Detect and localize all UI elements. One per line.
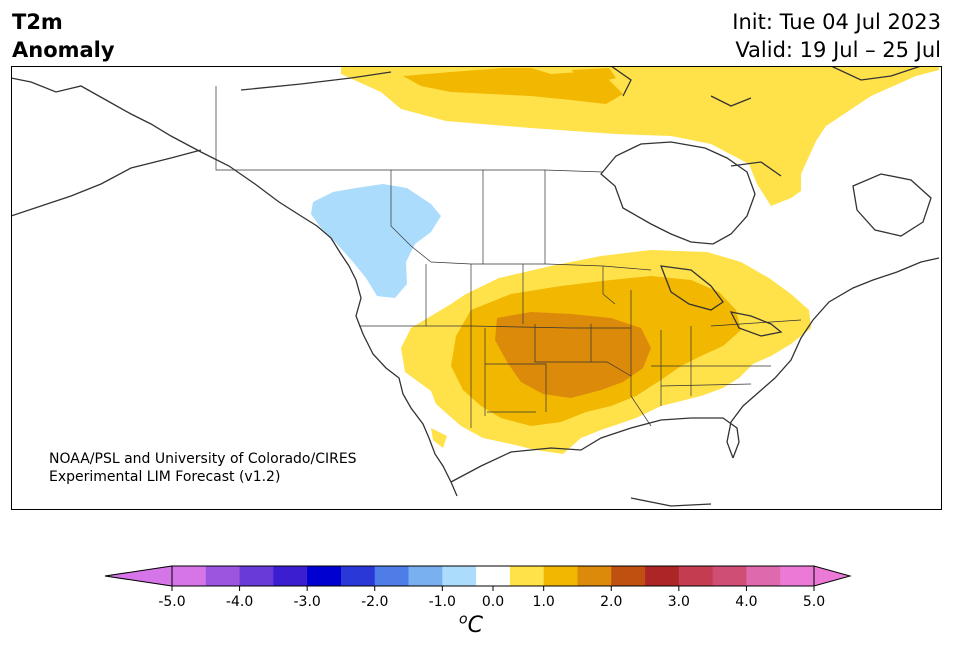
- colorbar-bin: [780, 566, 815, 586]
- init-date: Init: Tue 04 Jul 2023: [732, 10, 941, 34]
- colorbar-under-arrow: [104, 565, 173, 587]
- colorbar-bin: [577, 566, 612, 586]
- map-frame: [11, 66, 942, 510]
- colorbar-bin: [273, 566, 308, 586]
- colorbar-tick-label: 4.0: [735, 594, 757, 610]
- forecast-dates: Init: Tue 04 Jul 2023 Valid: 19 Jul – 25…: [732, 8, 941, 64]
- colorbar-tick-label: 2.0: [600, 594, 622, 610]
- colorbar-bin: [374, 566, 410, 586]
- anomaly-map: [11, 66, 942, 510]
- gulf-warm-patch: [431, 428, 447, 448]
- coastlines: [11, 66, 940, 507]
- colorbar-tick-label: 3.0: [668, 594, 690, 610]
- colorbar-tick-label: 1.0: [533, 594, 555, 610]
- us-warm-core: [495, 312, 651, 398]
- colorbar-bin: [712, 566, 747, 586]
- colorbar-tick-label: -5.0: [158, 594, 185, 610]
- colorbar-bin: [746, 566, 781, 586]
- arctic-warm-core-2: [571, 68, 616, 82]
- colorbar: -5.0 -4.0 -3.0 -2.0 -1.0 0.0 1.0 2.0 3.0 4.0 5.0: [104, 565, 852, 610]
- valid-dates: Valid: 19 Jul – 25 Jul: [735, 38, 941, 62]
- colorbar-units: oC: [459, 612, 483, 638]
- colorbar-bin: [408, 566, 443, 586]
- variable-name: T2m: [12, 10, 63, 34]
- map-credit: NOAA/PSL and University of Colorado/CIRE…: [49, 450, 357, 486]
- colorbar-bin: [172, 566, 207, 586]
- colorbar-bin: [611, 566, 646, 586]
- colorbar-bin: [509, 566, 545, 586]
- colorbar-bin: [307, 566, 342, 586]
- colorbar-over-arrow: [813, 565, 852, 587]
- credit-line-2: Experimental LIM Forecast (v1.2): [49, 469, 281, 485]
- units-letter: C: [467, 613, 483, 639]
- map-title: T2m Anomaly: [12, 8, 115, 64]
- units-degree: o: [459, 612, 468, 628]
- political-borders: [215, 86, 802, 428]
- colorbar-bin: [543, 566, 578, 586]
- colorbar-tick-label: 0.0: [482, 594, 504, 610]
- colorbar-tick-label: -4.0: [226, 594, 253, 610]
- colorbar-tick-label: -3.0: [293, 594, 320, 610]
- colorbar-bin: [340, 566, 376, 586]
- colorbar-bin: [442, 566, 477, 586]
- colorbar-bin: [239, 566, 274, 586]
- variable-type: Anomaly: [12, 38, 115, 62]
- arctic-warm-region: [341, 66, 939, 206]
- colorbar-bin: [678, 566, 714, 586]
- arctic-warm-core: [403, 68, 623, 104]
- colorbar-bin: [645, 566, 680, 586]
- credit-line-1: NOAA/PSL and University of Colorado/CIRE…: [49, 451, 357, 467]
- colorbar-tick-label: -2.0: [361, 594, 388, 610]
- colorbar-bin: [205, 566, 241, 586]
- colorbar-tick-label: -1.0: [429, 594, 456, 610]
- colorbar-bin: [476, 566, 511, 586]
- cool-region-rockies: [311, 184, 441, 298]
- colorbar-tick-label: 5.0: [803, 594, 825, 610]
